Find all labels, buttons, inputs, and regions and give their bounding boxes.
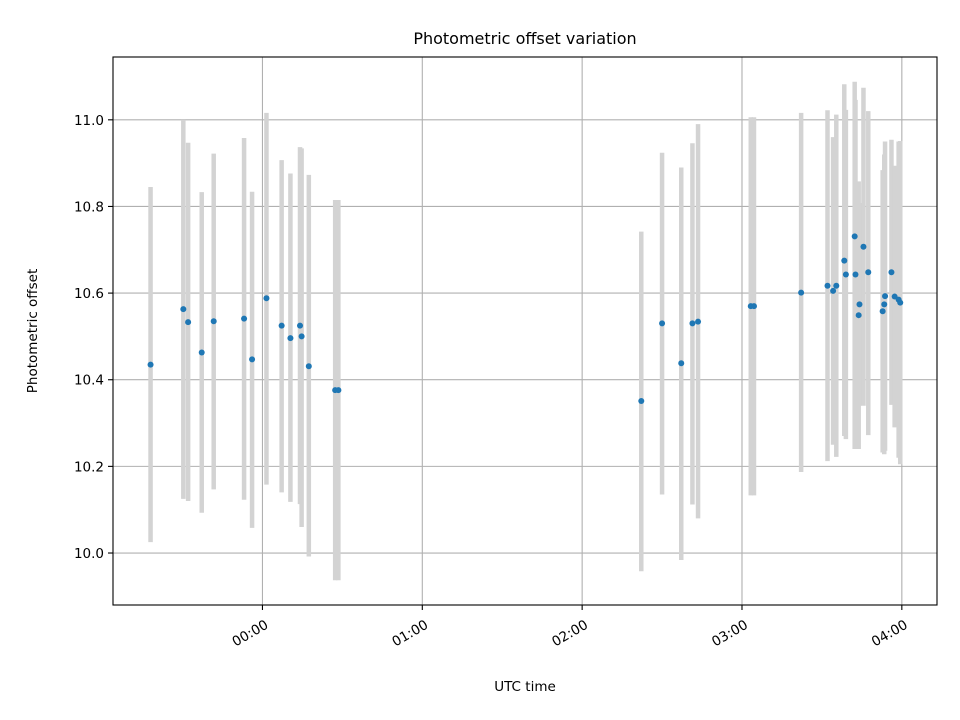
data-point [147,361,154,368]
data-point [198,349,205,356]
data-point [335,387,342,394]
data-point [855,312,862,319]
data-point [830,287,837,294]
data-point [695,318,702,325]
data-point [659,320,666,327]
data-point [865,269,872,276]
data-point [881,301,888,308]
data-point [689,320,696,327]
data-point [879,308,886,315]
data-point [180,306,187,313]
data-point [824,282,831,289]
data-point [249,356,256,363]
data-point [860,243,867,250]
plot-frame [112,56,938,606]
y-tick-label: 10.8 [74,199,104,215]
data-point [888,269,895,276]
data-point [833,282,840,289]
data-point [856,301,863,308]
data-point [241,315,248,322]
chart-title: Photometric offset variation [413,29,636,48]
data-point [298,333,305,340]
y-tick-label: 11.0 [74,113,104,129]
y-tick-label: 10.2 [74,459,104,475]
data-point [852,271,859,278]
x-axis-label: UTC time [494,679,556,695]
data-point [798,289,805,296]
data-point [287,335,294,342]
data-point [210,318,217,325]
y-tick-label: 10.4 [74,373,104,389]
y-axis-label: Photometric offset [25,269,41,393]
data-point [841,257,848,264]
data-point [278,322,285,329]
data-point [678,360,685,367]
data-point [750,303,757,310]
data-point [297,322,304,329]
data-point [842,271,849,278]
data-point [185,319,192,326]
data-point [305,363,312,370]
data-point [263,295,270,302]
y-axis-ticks: 10.0 10.2 10.4 10.6 10.8 11.0 [74,113,113,562]
data-points [147,233,904,404]
data-point [897,299,904,306]
data-point [882,293,889,300]
y-tick-label: 10.0 [74,546,104,562]
data-point [851,233,858,240]
y-tick-label: 10.6 [74,286,104,302]
data-point [638,397,645,404]
